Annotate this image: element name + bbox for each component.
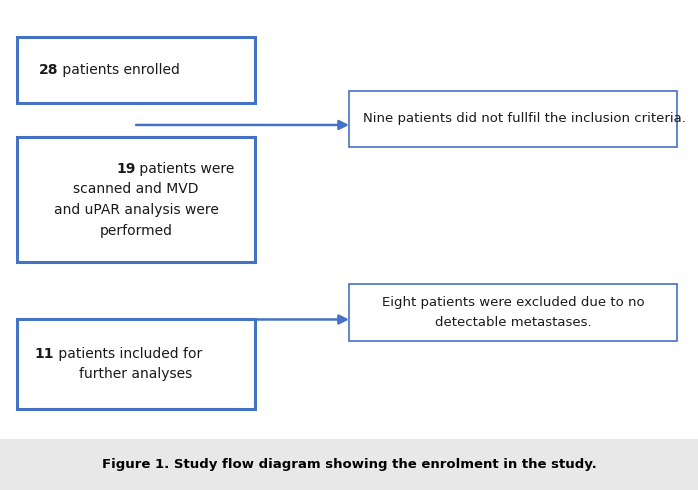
Text: scanned and MVD: scanned and MVD [73, 182, 199, 196]
Text: patients enrolled: patients enrolled [58, 63, 180, 77]
Text: 28: 28 [38, 63, 58, 77]
Text: patients were: patients were [135, 162, 235, 176]
Bar [349, 284, 677, 341]
Bar [0, 439, 698, 490]
Text: Nine patients did not fullfil the inclusion criteria.: Nine patients did not fullfil the inclus… [363, 112, 686, 125]
Text: Figure 1. Study flow diagram showing the enrolment in the study.: Figure 1. Study flow diagram showing the… [102, 458, 596, 471]
Text: 11: 11 [35, 346, 54, 361]
Bar [17, 37, 255, 103]
Text: detectable metastases.: detectable metastases. [435, 316, 591, 329]
Text: Eight patients were excluded due to no: Eight patients were excluded due to no [382, 295, 644, 309]
Text: further analyses: further analyses [80, 367, 193, 381]
Text: patients included for: patients included for [54, 346, 202, 361]
Text: 19: 19 [116, 162, 135, 176]
Text: and uPAR analysis were: and uPAR analysis were [54, 203, 218, 217]
Text: performed: performed [100, 223, 172, 238]
Bar [17, 137, 255, 262]
Bar [17, 318, 255, 409]
Bar [349, 91, 677, 147]
